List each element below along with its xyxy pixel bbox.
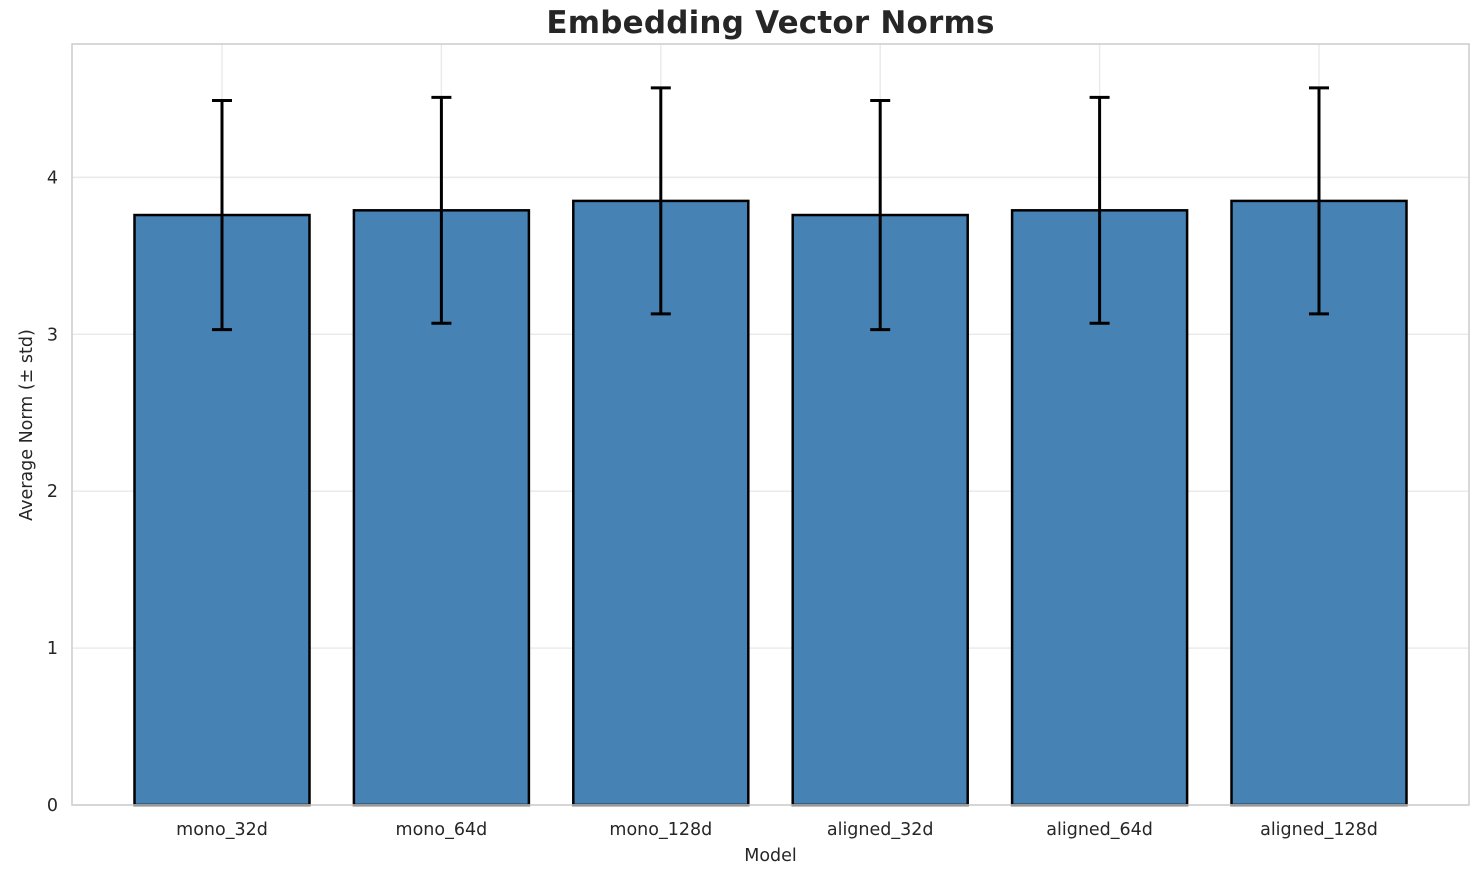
y-tick-label-3: 3 [47,325,58,345]
x-tick-label-mono_32d: mono_32d [176,820,268,840]
y-tick-label-4: 4 [47,168,58,188]
x-axis-label: Model [744,846,797,866]
x-tick-label-mono_128d: mono_128d [609,820,712,840]
y-tick-label-1: 1 [47,639,58,659]
bar-aligned_64d [1010,209,1189,807]
x-tick-label-aligned_128d: aligned_128d [1260,820,1378,840]
x-tick-label-aligned_32d: aligned_32d [827,820,934,840]
chart-title: Embedding Vector Norms [546,5,995,41]
y-tick-label-2: 2 [47,482,58,502]
x-tick-label-aligned_64d: aligned_64d [1046,820,1153,840]
plot-frame [71,43,1470,806]
x-tick-label-mono_64d: mono_64d [396,820,488,840]
y-tick-label-0: 0 [47,796,58,816]
